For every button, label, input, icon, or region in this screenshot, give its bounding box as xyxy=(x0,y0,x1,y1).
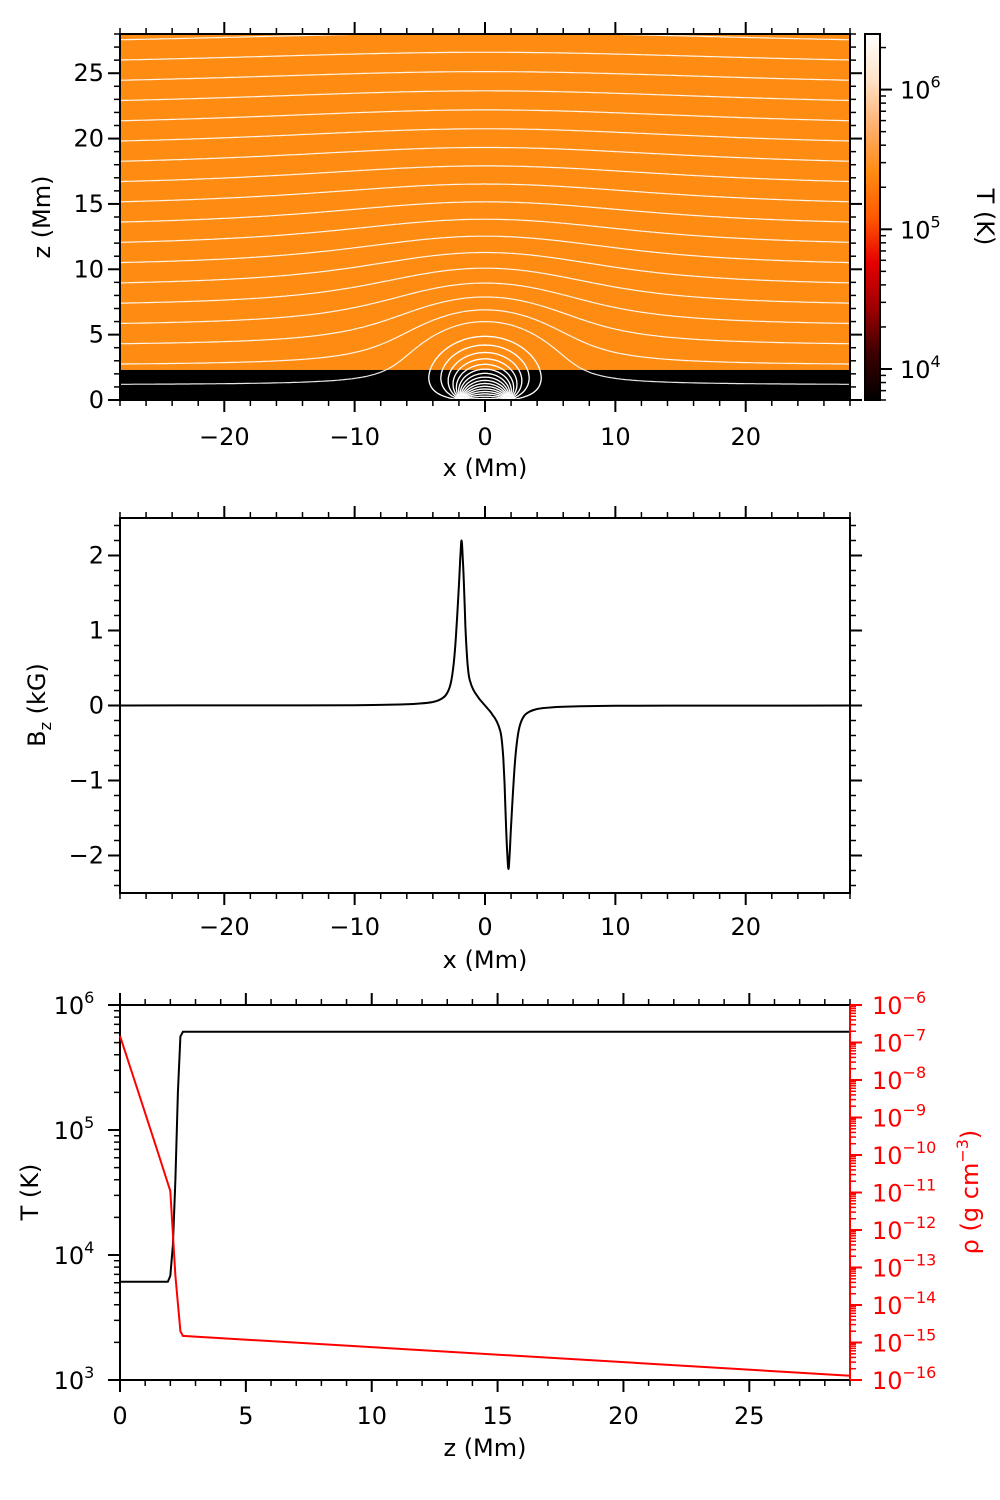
density-tick-label: 10−13 xyxy=(872,1251,936,1283)
field-line xyxy=(120,267,850,304)
profile-x-tick-label: 0 xyxy=(112,1402,127,1430)
field-line xyxy=(120,109,850,122)
map-x-axis-label: x (Mm) xyxy=(443,454,528,482)
density-tick-label: 10−15 xyxy=(872,1326,936,1358)
bz-x-tick-label: 0 xyxy=(477,913,492,941)
bz-y-label-rest: (kG) xyxy=(23,663,51,722)
magnetic-field-lines xyxy=(120,34,850,400)
profile-x-tick-label: 5 xyxy=(238,1402,253,1430)
temperature-tick-label: 103 xyxy=(54,1363,95,1395)
photosphere-region xyxy=(120,369,850,400)
temperature-tick-label: 105 xyxy=(54,1113,95,1145)
profile-x-tick-label: 10 xyxy=(356,1402,387,1430)
density-label-main: ρ (g cm xyxy=(956,1163,984,1255)
bz-y-tick-label: 1 xyxy=(89,617,104,645)
field-line xyxy=(120,128,850,142)
density-series-line xyxy=(119,1035,851,1377)
field-line xyxy=(440,344,530,400)
map-x-tick-label: 0 xyxy=(477,423,492,451)
density-label-sup: −3 xyxy=(953,1139,972,1163)
field-line xyxy=(460,376,510,400)
colorbar-tick-label: 104 xyxy=(900,352,941,384)
bz-y-tick-label: 2 xyxy=(89,542,104,570)
field-line xyxy=(120,235,850,264)
bz-y-label-sub: z xyxy=(36,722,55,730)
map-y-axis-label: z (Mm) xyxy=(28,175,56,258)
colorbar-tick-label: 106 xyxy=(900,73,941,105)
field-line xyxy=(120,34,850,41)
bz-x-tick-label: −20 xyxy=(199,913,250,941)
bz-x-axis-label: x (Mm) xyxy=(443,946,528,974)
field-line xyxy=(120,183,850,203)
map-x-tick-label: −10 xyxy=(329,423,380,451)
density-tick-label: 10−8 xyxy=(872,1063,926,1095)
profile-x-tick-label: 20 xyxy=(608,1402,639,1430)
bz-x-tick-label: 10 xyxy=(600,913,631,941)
bz-y-axis-label: Bz (kG) xyxy=(23,663,55,747)
bz-x-tick-label: 20 xyxy=(730,913,761,941)
map-x-tick-label: 10 xyxy=(600,423,631,451)
bz-y-tick-label: −2 xyxy=(69,842,104,870)
map-y-tick-label: 25 xyxy=(73,59,104,87)
field-line xyxy=(120,71,850,81)
field-line xyxy=(120,321,850,385)
colorbar-label: T (K) xyxy=(971,188,999,246)
density-tick-label: 10−11 xyxy=(872,1176,936,1208)
bz-series-line xyxy=(119,539,851,871)
field-line xyxy=(120,282,850,325)
field-line xyxy=(452,358,518,400)
map-y-tick-label: 5 xyxy=(89,321,104,349)
field-line xyxy=(460,390,506,400)
map-y-tick-label: 10 xyxy=(73,255,104,283)
atmosphere-profile-panel: 0 5 10 15 20 25 103 104 105 106 10−16 10−15 10−14 10−… xyxy=(16,988,984,1462)
density-tick-label: 10−7 xyxy=(872,1026,926,1058)
field-line xyxy=(120,90,850,102)
field-line xyxy=(120,51,850,61)
profile-x-axis-label: z (Mm) xyxy=(443,1434,526,1462)
colorbar-gradient xyxy=(864,33,881,401)
field-line xyxy=(460,393,505,400)
profile-x-tick-label: 15 xyxy=(482,1402,513,1430)
map-x-tick-label: 20 xyxy=(730,423,761,451)
bz-x-tick-label: −10 xyxy=(329,913,380,941)
temperature-tick-label: 104 xyxy=(54,1238,95,1270)
temperature-colorbar: 104 105 106 T (K) xyxy=(864,33,999,401)
colorbar-tick-label: 105 xyxy=(900,212,941,244)
density-tick-label: 10−12 xyxy=(872,1213,936,1245)
profile-frame xyxy=(119,1004,851,1381)
field-line xyxy=(120,201,850,223)
density-tick-label: 10−14 xyxy=(872,1288,936,1320)
bz-y-tick-label: −1 xyxy=(69,767,104,795)
temperature-axis-label: T (K) xyxy=(16,1164,44,1222)
field-line xyxy=(120,218,850,243)
density-tick-label: 10−6 xyxy=(872,988,926,1020)
density-tick-label: 10−9 xyxy=(872,1101,926,1133)
field-line xyxy=(120,296,850,345)
field-line xyxy=(120,165,850,183)
density-tick-label: 10−16 xyxy=(872,1363,936,1395)
field-line xyxy=(120,146,850,162)
density-label-rest: ) xyxy=(956,1130,984,1139)
profile-ticks: 0 5 10 15 20 25 103 104 105 106 10−16 10−15 10−14 10−… xyxy=(54,988,937,1430)
map-ticks: −20 −10 0 10 20 0 5 10 15 20 25 xyxy=(73,22,862,451)
map-y-tick-label: 20 xyxy=(73,125,104,153)
field-line xyxy=(120,251,850,284)
density-axis-label: ρ (g cm−3) xyxy=(953,1130,984,1255)
map-x-tick-label: −20 xyxy=(199,423,250,451)
profile-x-tick-label: 25 xyxy=(734,1402,765,1430)
density-tick-label: 10−10 xyxy=(872,1138,936,1170)
temperature-series-line xyxy=(120,1030,850,1283)
colorbar-ticks: 104 105 106 xyxy=(880,46,941,401)
field-line xyxy=(120,309,850,365)
map-y-tick-label: 15 xyxy=(73,190,104,218)
temperature-tick-label: 106 xyxy=(54,988,95,1020)
bz-y-label-main: B xyxy=(23,730,51,746)
map-y-tick-label: 0 xyxy=(89,386,104,414)
bz-y-tick-label: 0 xyxy=(89,692,104,720)
